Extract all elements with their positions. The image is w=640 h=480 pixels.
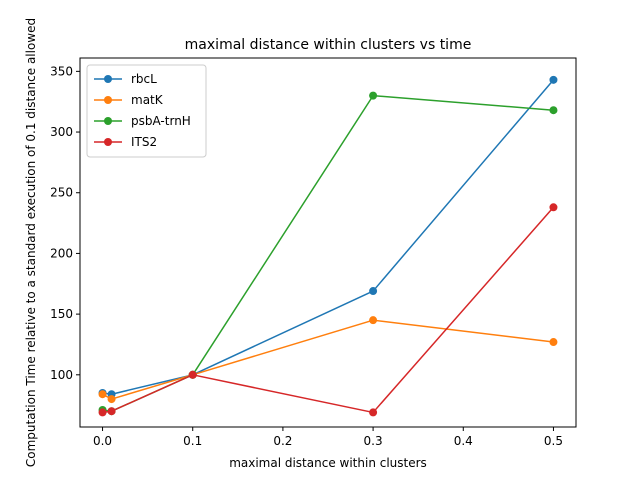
data-point-matk [98,390,107,399]
y-axis-label: Computation Time relative to a standard … [24,18,38,467]
y-tick-label: 250 [50,186,73,200]
data-point-rbcl [369,287,378,296]
data-point-matk [107,395,116,404]
legend-marker-psba-trnh [104,117,112,125]
chart-title: maximal distance within clusters vs time [185,37,472,53]
series-layer [98,75,558,417]
data-point-matk [369,316,378,325]
x-axis-label: maximal distance within clusters [229,456,427,470]
x-tick-label: 0.2 [273,434,292,448]
data-point-psba-trnh [549,106,558,115]
x-tick-label: 0.5 [544,434,563,448]
legend-marker-rbcl [104,75,112,83]
legend-box [86,64,207,158]
x-tick-label: 0.3 [364,434,383,448]
data-point-rbcl [549,75,558,84]
y-tick-label: 200 [50,246,73,260]
y-tick-label: 150 [50,307,73,321]
y-tick-label: 350 [50,64,73,78]
x-axis-ticks: 0.0 0.1 0.2 0.3 0.4 0.5 [93,427,563,448]
legend-marker-its2 [104,138,112,146]
legend-label-matk: matK [131,93,164,107]
y-tick-label: 100 [50,368,73,382]
plot-frame [79,57,577,428]
data-point-matk [549,338,558,347]
legend-label-rbcl: rbcL [131,72,157,86]
data-point-its2 [188,370,197,379]
legend-label-psba-trnh: psbA-trnH [131,114,191,128]
series-line-matk [102,319,554,400]
data-point-psba-trnh [369,91,378,100]
legend: rbcL matK psbA-trnH ITS2 [86,64,207,158]
legend-label-its2: ITS2 [131,135,157,149]
data-point-its2 [369,408,378,417]
y-axis-ticks: 100 150 200 250 300 350 [50,64,80,382]
x-tick-label: 0.4 [454,434,473,448]
legend-marker-matk [104,96,112,104]
data-point-its2 [98,408,107,417]
x-tick-label: 0.1 [183,434,202,448]
data-point-its2 [549,203,558,212]
y-tick-label: 300 [50,125,73,139]
x-tick-label: 0.0 [93,434,112,448]
data-point-its2 [107,407,116,416]
